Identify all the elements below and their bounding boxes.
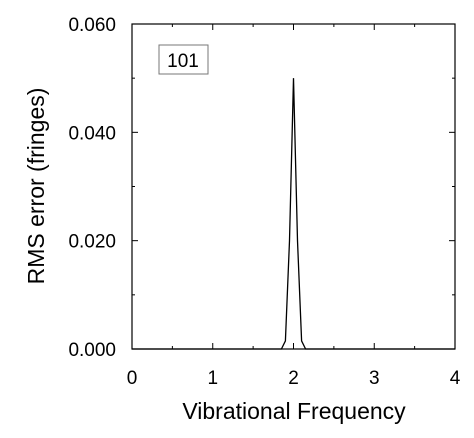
- series-layer: [132, 78, 455, 350]
- y-tick-label: 0.060: [68, 15, 116, 36]
- series-line: [132, 78, 455, 350]
- x-tick-label: 3: [369, 368, 380, 389]
- x-tick-label: 1: [207, 368, 218, 389]
- legend-label: 101: [167, 51, 199, 72]
- y-axis-title: RMS error (fringes): [23, 88, 49, 285]
- x-tick-label: 2: [288, 368, 299, 389]
- x-tick-label: 0: [127, 368, 138, 389]
- axes: 0 1 2 3 4 0.000 0.020 0.040 0.060: [68, 15, 460, 389]
- x-axis-title: Vibrational Frequency: [182, 398, 406, 424]
- y-tick-label: 0.040: [68, 123, 116, 144]
- x-tick-label: 4: [450, 368, 461, 389]
- legend-box: 101: [158, 44, 209, 75]
- y-tick-label: 0.000: [68, 340, 116, 361]
- legend-frame: [158, 44, 209, 75]
- y-tick-label: 0.020: [68, 232, 116, 253]
